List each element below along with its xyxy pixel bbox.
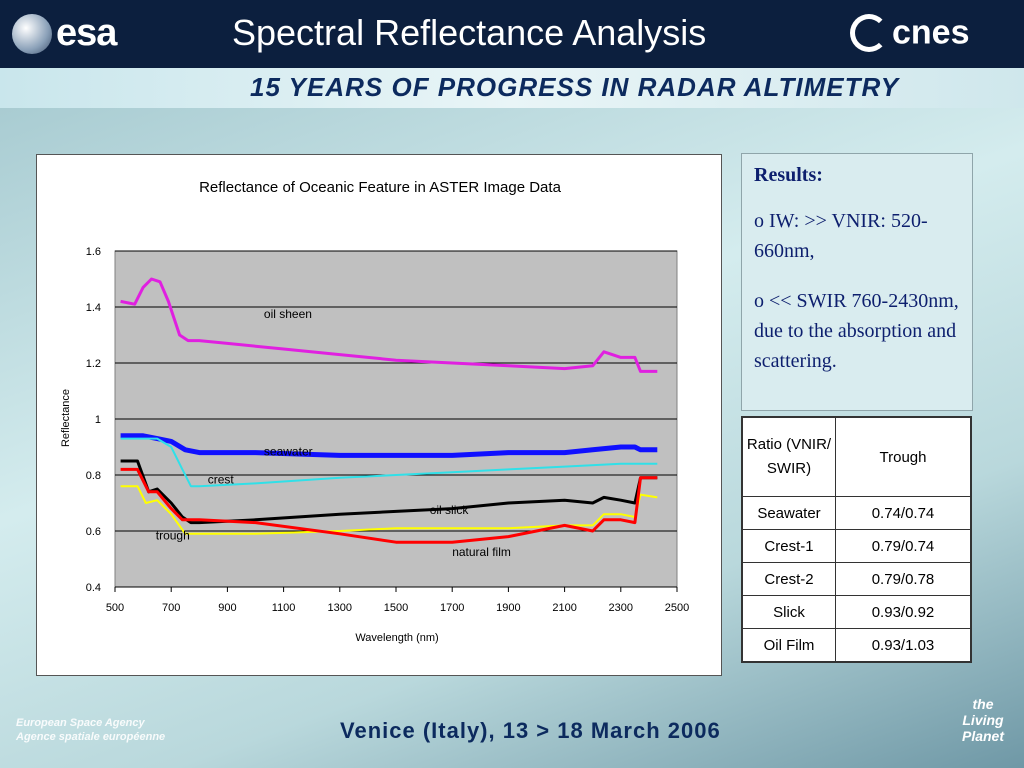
x-tick-label: 1300 bbox=[328, 602, 352, 614]
series-line-crest bbox=[120, 437, 658, 488]
y-tick-label: 0.6 bbox=[86, 526, 101, 538]
series-line-natural-film bbox=[120, 467, 658, 544]
esa-logo-text: esa bbox=[56, 12, 117, 54]
x-tick-label: 1500 bbox=[384, 602, 408, 614]
agency-name-en: European Space Agency bbox=[16, 717, 145, 729]
annotation-label: oil sheen bbox=[264, 307, 312, 321]
banner: 15 YEARS OF PROGRESS IN RADAR ALTIMETRY bbox=[0, 68, 1024, 108]
series-line-seawater bbox=[120, 433, 658, 458]
series-line-oil-sheen bbox=[120, 277, 658, 373]
reflectance-chart: Reflectance of Oceanic Feature in ASTER … bbox=[60, 179, 689, 644]
table-cell-feature: Seawater bbox=[741, 496, 836, 530]
x-tick-label: 700 bbox=[162, 602, 180, 614]
y-tick-label: 1.6 bbox=[86, 246, 101, 258]
table-row: Crest-2 0.79/0.78 bbox=[741, 562, 972, 596]
cnes-logo-text: cnes bbox=[892, 13, 970, 52]
annotation-label: trough bbox=[156, 528, 190, 542]
table-cell-value: 0.79/0.78 bbox=[835, 562, 972, 596]
x-tick-label: 2300 bbox=[609, 602, 633, 614]
y-tick-label: 1.4 bbox=[86, 302, 101, 314]
table-row: Oil Film 0.93/1.03 bbox=[741, 628, 972, 663]
results-item-vnir: o IW: >> VNIR: 520-660nm, bbox=[754, 210, 928, 262]
annotation-label: natural film bbox=[452, 545, 511, 559]
table-cell-value: 0.79/0.74 bbox=[835, 529, 972, 563]
series-line-oil-slick bbox=[120, 459, 658, 525]
chart-panel: Reflectance of Oceanic Feature in ASTER … bbox=[36, 154, 722, 676]
ratio-table: Ratio (VNIR/ SWIR) Trough Seawater 0.74/… bbox=[741, 416, 972, 663]
table-cell-value: 0.93/1.03 bbox=[835, 628, 972, 663]
results-heading: Results: bbox=[754, 164, 823, 186]
x-tick-label: 500 bbox=[106, 602, 124, 614]
x-tick-label: 1100 bbox=[272, 602, 296, 614]
esa-globe-icon bbox=[12, 14, 52, 54]
cnes-logo: cnes bbox=[850, 12, 1010, 58]
event-caption: Venice (Italy), 13 > 18 March 2006 bbox=[340, 718, 721, 743]
esa-logo: esa bbox=[12, 10, 152, 60]
esa-footer-label: European Space Agency Agence spatiale eu… bbox=[16, 716, 165, 744]
agency-name-fr: Agence spatiale européenne bbox=[16, 731, 166, 743]
page-title: Spectral Reflectance Analysis bbox=[232, 12, 707, 53]
table-cell-value: 0.93/0.92 bbox=[835, 595, 972, 629]
table-cell-feature: Oil Film bbox=[741, 628, 836, 663]
y-tick-label: 0.8 bbox=[86, 470, 101, 482]
series-line-trough bbox=[120, 485, 658, 535]
slogan-the: the bbox=[972, 696, 994, 712]
x-tick-label: 2100 bbox=[552, 602, 576, 614]
table-header-trough: Trough bbox=[835, 416, 972, 497]
annotation-label: oil slick bbox=[430, 503, 470, 517]
results-box: Results: o IW: >> VNIR: 520-660nm, o << … bbox=[741, 153, 973, 411]
annotation-label: crest bbox=[208, 472, 235, 486]
x-tick-label: 2500 bbox=[665, 602, 689, 614]
x-tick-label: 900 bbox=[218, 602, 236, 614]
y-axis-label: Reflectance bbox=[60, 389, 72, 447]
table-cell-feature: Crest-1 bbox=[741, 529, 836, 563]
cnes-swoosh-icon bbox=[850, 14, 888, 53]
table-cell-feature: Slick bbox=[741, 595, 836, 629]
x-axis-label: Wavelength (nm) bbox=[355, 632, 438, 644]
y-tick-label: 0.4 bbox=[86, 582, 101, 594]
y-tick-label: 1 bbox=[95, 414, 101, 426]
slogan-living-planet: Living Planet bbox=[961, 712, 1004, 744]
table-row: Seawater 0.74/0.74 bbox=[741, 496, 972, 530]
header-bar: esa Spectral Reflectance Analysis cnes bbox=[0, 0, 1024, 68]
y-tick-label: 1.2 bbox=[86, 358, 101, 370]
table-cell-feature: Crest-2 bbox=[741, 562, 836, 596]
table-header-row: Ratio (VNIR/ SWIR) Trough bbox=[741, 416, 972, 497]
x-tick-label: 1900 bbox=[496, 602, 520, 614]
table-row: Slick 0.93/0.92 bbox=[741, 595, 972, 629]
table-cell-value: 0.74/0.74 bbox=[835, 496, 972, 530]
table-header-ratio: Ratio (VNIR/ SWIR) bbox=[741, 416, 836, 497]
chart-title: Reflectance of Oceanic Feature in ASTER … bbox=[199, 179, 562, 196]
table-row: Crest-1 0.79/0.74 bbox=[741, 529, 972, 563]
living-planet-logo: the Living Planet bbox=[948, 696, 1018, 744]
x-tick-label: 1700 bbox=[440, 602, 464, 614]
banner-text: 15 YEARS OF PROGRESS IN RADAR ALTIMETRY bbox=[250, 72, 900, 102]
annotation-label: seawater bbox=[264, 444, 313, 458]
results-item-swir: o << SWIR 760-2430nm, due to the absorpt… bbox=[754, 290, 959, 372]
